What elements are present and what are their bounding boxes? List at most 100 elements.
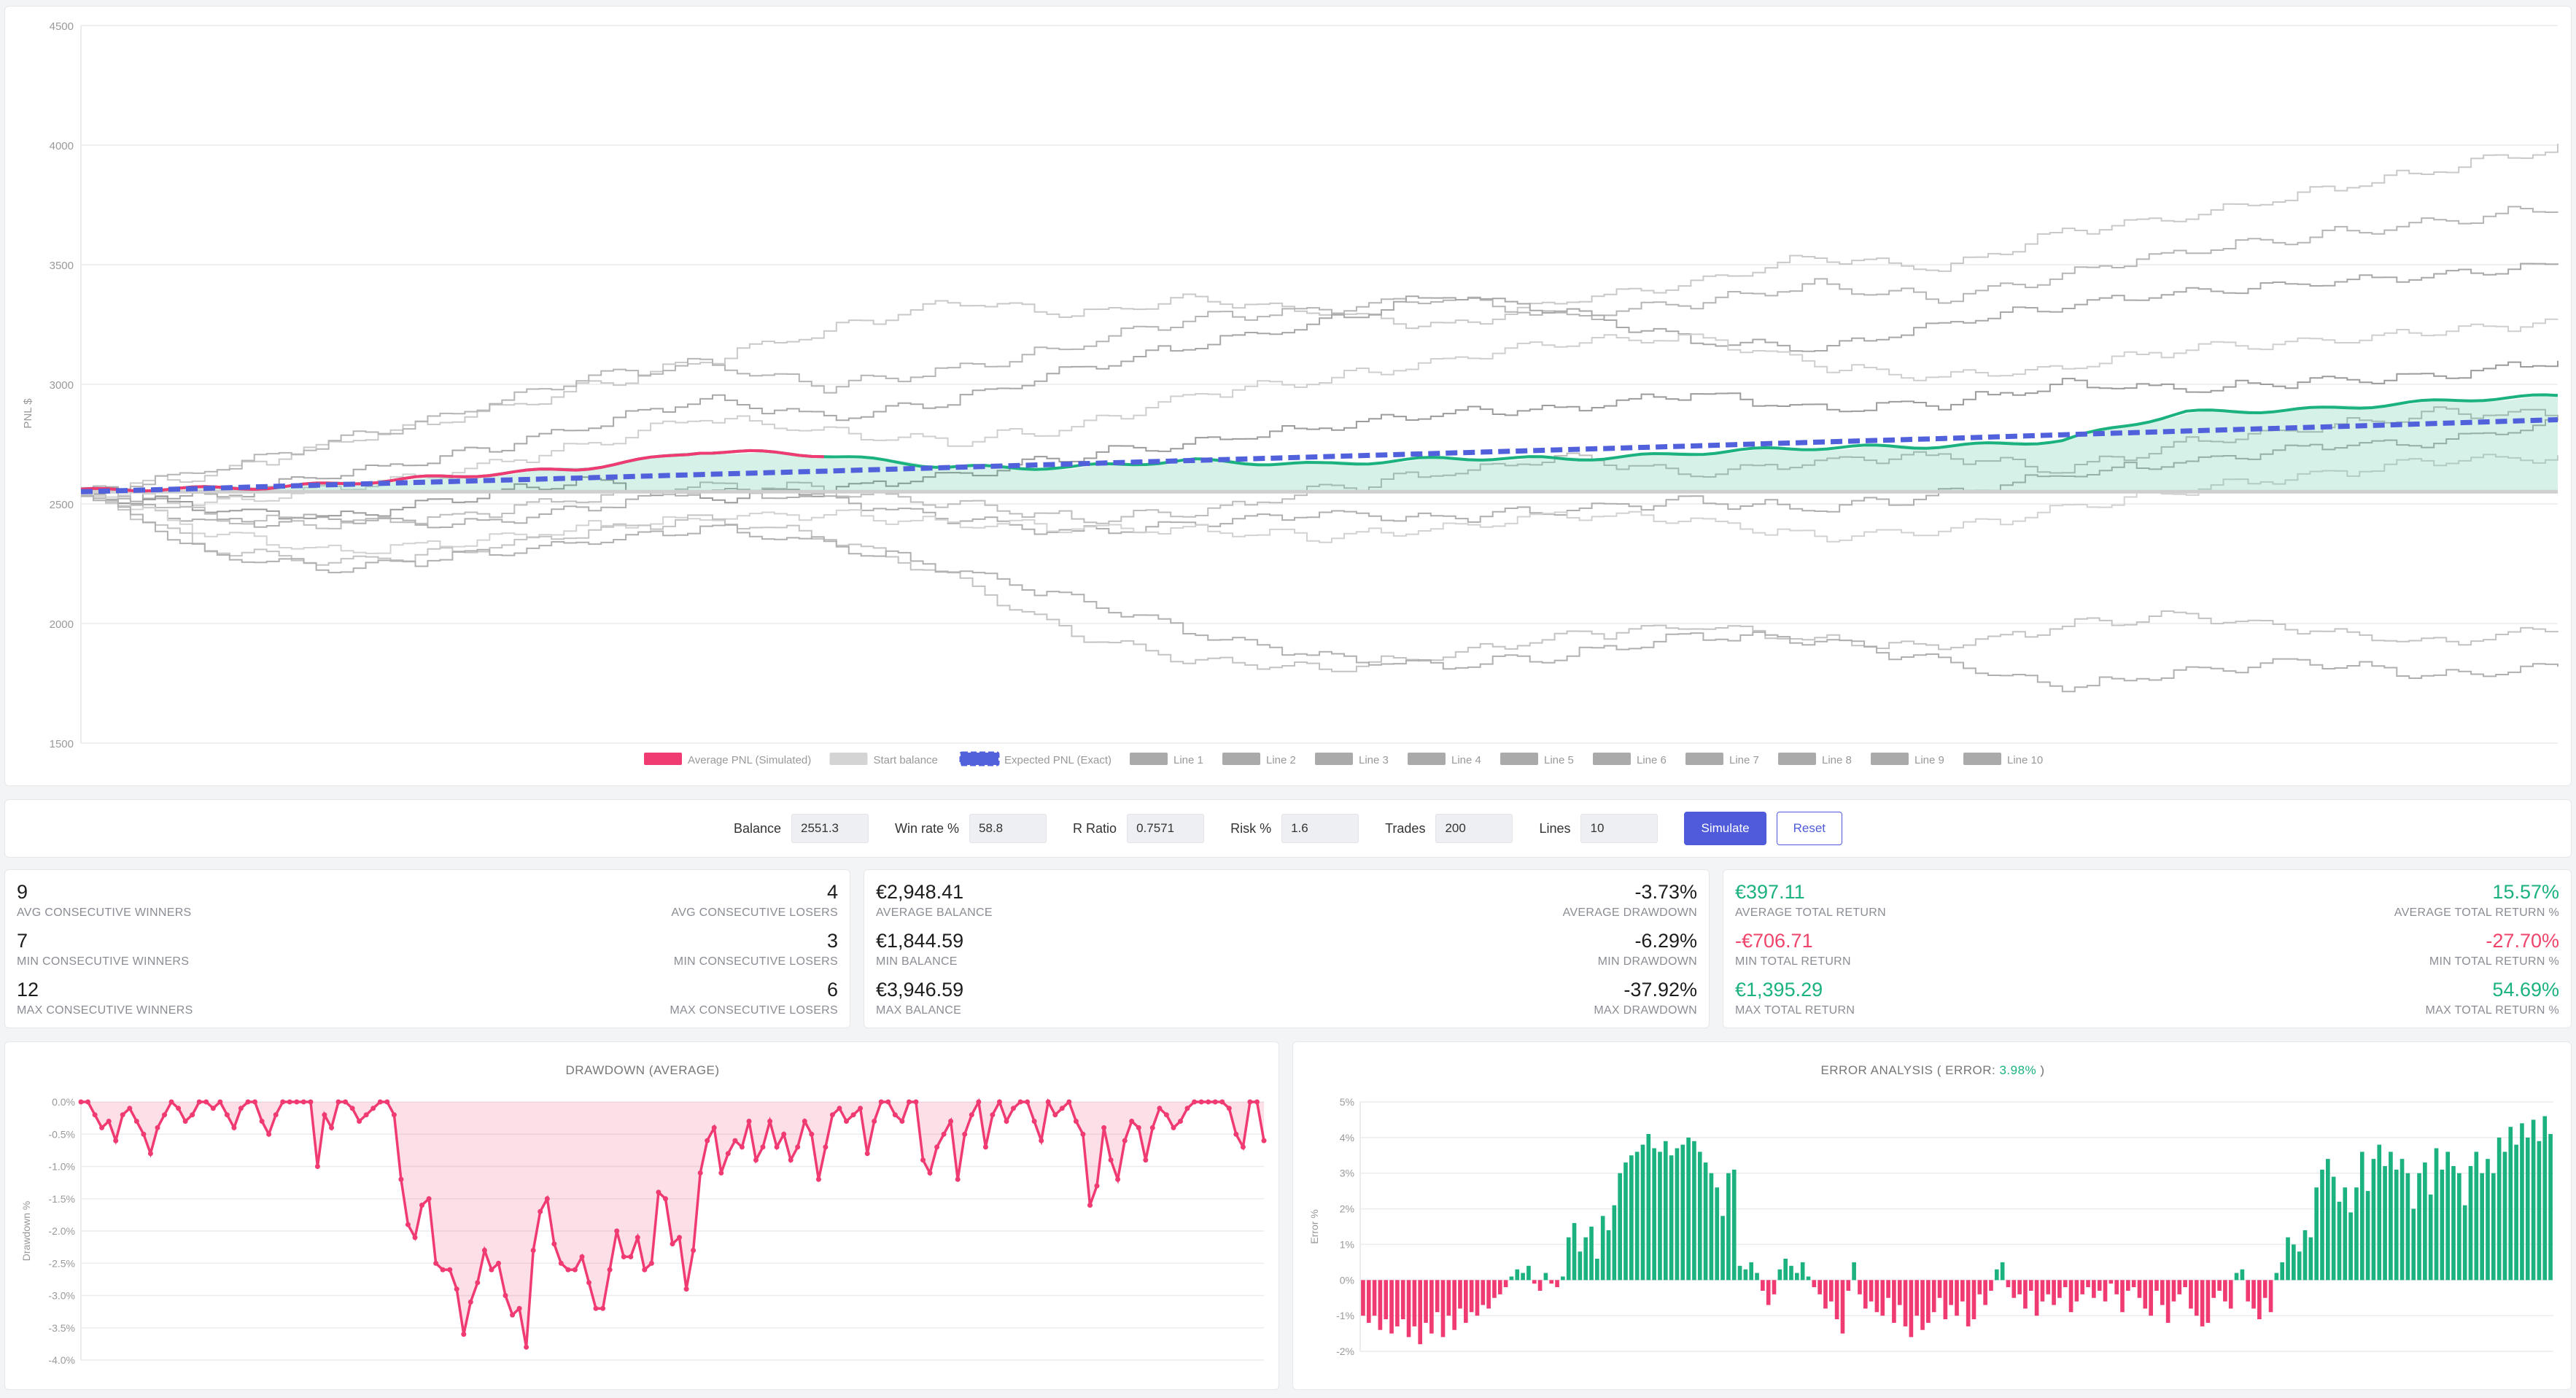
error-bar [2359, 1152, 2364, 1281]
drawdown-point [1157, 1106, 1163, 1111]
max-consecutive-losers-value: 6 [826, 979, 838, 1001]
max-drawdown-value: -37.92% [1623, 979, 1697, 1001]
error-bar [2097, 1280, 2102, 1291]
legend-label-2: Expected PNL (Exact) [1004, 754, 1112, 766]
error-bar [2480, 1173, 2484, 1281]
average-total-return-pct-label: AVERAGE TOTAL RETURN % [2394, 906, 2559, 919]
drawdown-point [419, 1203, 424, 1208]
drawdown-point [934, 1144, 940, 1150]
balance-input[interactable] [791, 814, 869, 843]
drawdown-point [182, 1119, 188, 1124]
drawdown-point [572, 1267, 578, 1273]
drawdown-point [176, 1106, 182, 1111]
error-bar [1515, 1269, 1520, 1281]
error-bar [2034, 1280, 2039, 1316]
lines-input[interactable] [1580, 814, 1659, 843]
trades-input[interactable] [1435, 814, 1513, 843]
error-bar [1537, 1280, 1543, 1291]
error-bar [2131, 1280, 2136, 1288]
error-bar [1361, 1280, 1365, 1316]
error-bar [1440, 1280, 1446, 1337]
winrate-input[interactable] [969, 814, 1047, 843]
legend-swatch-6 [1408, 753, 1446, 765]
error-bar [1697, 1152, 1702, 1281]
drawdown-point [377, 1099, 383, 1105]
legend-swatch-8 [1593, 753, 1631, 765]
drawdown-point [516, 1305, 522, 1311]
expected-pnl-line [80, 417, 2558, 494]
min-total-return-pct-label: MIN TOTAL RETURN % [2429, 955, 2559, 968]
drawdown-point [955, 1176, 961, 1182]
drawdown-point [335, 1099, 341, 1105]
error-bar [1680, 1144, 1685, 1281]
drawdown-point [1143, 1157, 1149, 1163]
error-bar [1561, 1276, 1565, 1281]
error-bar [1880, 1280, 1885, 1316]
drawdown-point [524, 1344, 529, 1350]
error-bar [1384, 1280, 1389, 1320]
drawdown-point [815, 1176, 821, 1182]
drawdown-point [300, 1099, 306, 1105]
error-bar [2251, 1280, 2256, 1309]
error-bar [1772, 1280, 1777, 1294]
error-bar [1914, 1280, 1920, 1316]
drawdown-chart-card: DRAWDOWN (AVERAGE) 0.0% -0.5% -1.0% -1.5% -2… [4, 1041, 1279, 1390]
average-balance-value: €2,948.41 [876, 881, 964, 903]
error-bar [1783, 1258, 1788, 1281]
error-bar [1640, 1144, 1645, 1281]
reset-button[interactable]: Reset [1776, 812, 1843, 845]
error-bar [2183, 1280, 2187, 1288]
error-bar [2006, 1280, 2011, 1288]
error-bar [1966, 1280, 1971, 1327]
error-bar [2462, 1205, 2467, 1281]
error-bar [2297, 1251, 2302, 1281]
drawdown-point [1052, 1112, 1058, 1118]
error-bar [1977, 1280, 1982, 1294]
error-bar [2451, 1165, 2456, 1281]
drawdown-point [976, 1099, 982, 1105]
min-total-return-label: MIN TOTAL RETURN [1735, 955, 1851, 968]
error-bar [2223, 1280, 2227, 1302]
error-bar [1692, 1141, 1696, 1281]
drawdown-point [864, 1151, 870, 1157]
error-bar [1555, 1280, 1559, 1288]
min-consecutive-winners-value: 7 [17, 930, 28, 952]
rratio-label: R Ratio [1073, 820, 1117, 836]
drawdown-point [147, 1151, 153, 1157]
drawdown-point [155, 1125, 160, 1130]
drawdown-point [920, 1157, 926, 1163]
drawdown-point [322, 1112, 327, 1118]
error-title-value: 3.98% [1999, 1063, 2036, 1077]
error-bar [1749, 1262, 1754, 1281]
error-bar [2114, 1280, 2119, 1294]
drawdown-point [412, 1235, 418, 1240]
drawdown-point [1192, 1099, 1198, 1105]
error-bar [1960, 1280, 1965, 1302]
drawdown-point [203, 1099, 209, 1105]
error-bar [2343, 1187, 2348, 1281]
simulate-button[interactable]: Simulate [1684, 812, 1766, 845]
drawdown-point [621, 1254, 626, 1259]
drawdown-point [691, 1248, 697, 1253]
drawdown-point [1240, 1144, 1246, 1150]
drawdown-point [982, 1144, 988, 1150]
drawdown-point [210, 1106, 216, 1111]
legend-swatch-7 [1500, 753, 1538, 765]
min-consecutive-winners-label: MIN CONSECUTIVE WINNERS [17, 955, 190, 968]
drawdown-point [349, 1106, 355, 1111]
error-bar [1994, 1269, 1999, 1281]
return-stats-card: €397.11 AVERAGE TOTAL RETURN 15.57% AVER… [1723, 869, 2572, 1028]
legend-label-0: Average PNL (Simulated) [688, 754, 811, 766]
drawdown-point [1059, 1106, 1065, 1111]
drawdown-point [558, 1260, 564, 1266]
drawdown-point [739, 1144, 745, 1150]
drawdown-point [78, 1099, 84, 1105]
rratio-input[interactable] [1127, 814, 1205, 843]
error-bar [1634, 1152, 1640, 1281]
error-title-prefix: ERROR ANALYSIS ( ERROR: [1820, 1063, 1999, 1077]
risk-input[interactable] [1281, 814, 1359, 843]
drawdown-point [969, 1112, 974, 1118]
legend-swatch-2 [959, 751, 1000, 766]
error-bar [2348, 1212, 2353, 1281]
error-bar [1418, 1280, 1423, 1345]
